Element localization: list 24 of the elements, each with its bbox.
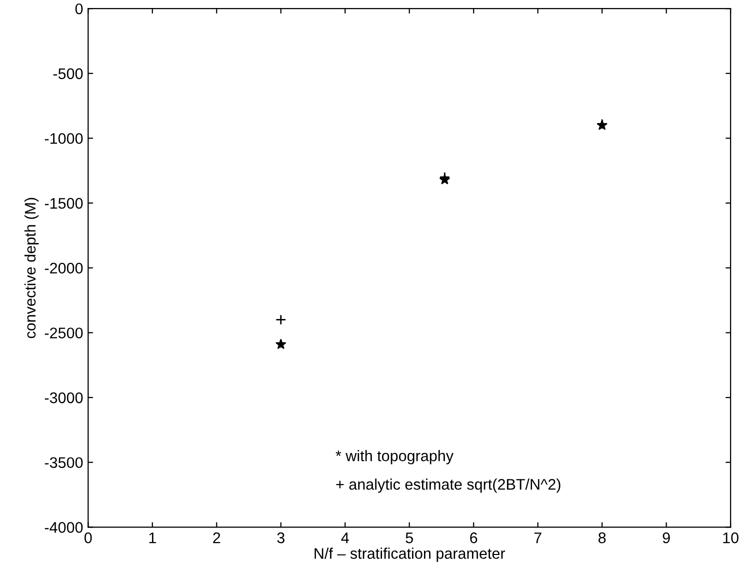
x-tick-label: 0: [84, 532, 92, 544]
y-tick-label: -2000: [44, 262, 83, 274]
x-tick-label: 1: [149, 532, 156, 544]
x-tick-label: 4: [341, 532, 349, 544]
x-tick-label: 8: [598, 532, 606, 544]
x-tick-label: 5: [406, 532, 413, 544]
x-tick-label: 3: [277, 532, 284, 544]
y-tick-label: -500: [53, 68, 83, 80]
annotation: * with topography: [336, 450, 454, 464]
y-tick-label: -3500: [44, 457, 83, 468]
x-tick-label: 9: [662, 532, 670, 544]
y-tick-label: -3000: [44, 392, 83, 404]
y-tick-label: -1000: [44, 133, 83, 144]
y-tick-label: -1500: [44, 198, 83, 209]
annotation: + analytic estimate sqrt(2BT/N^2): [336, 478, 560, 493]
y-axis-title: convective depth (M): [24, 198, 39, 338]
y-tick-label: 0: [75, 3, 83, 14]
x-tick-label: 2: [213, 532, 220, 544]
x-tick-label: 6: [470, 532, 478, 544]
y-tick-label: -2500: [44, 328, 83, 338]
x-axis-title: N/f – stratification parameter: [314, 548, 506, 562]
y-tick-label: -4000: [44, 522, 83, 533]
x-tick-label: 10: [723, 532, 738, 544]
x-tick-label: 7: [534, 532, 542, 544]
